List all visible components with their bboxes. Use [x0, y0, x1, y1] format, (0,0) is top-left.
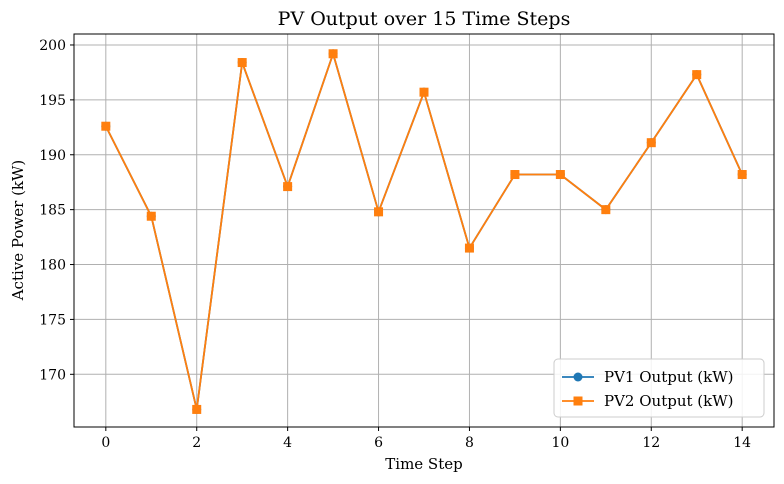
legend-item: PV1 Output (kW) — [562, 368, 734, 386]
y-tick-label: 200 — [39, 38, 66, 54]
y-tick-label: 195 — [39, 93, 66, 109]
data-point — [464, 243, 474, 253]
series-2 — [101, 49, 747, 414]
data-point — [283, 182, 293, 192]
y-tick-label: 175 — [39, 312, 66, 328]
data-point — [601, 205, 611, 215]
legend-marker — [573, 396, 583, 406]
data-point — [646, 138, 656, 148]
data-point — [510, 170, 520, 180]
legend-label: PV2 Output (kW) — [604, 392, 734, 410]
data-point — [146, 211, 156, 221]
data-point — [555, 170, 565, 180]
data-point — [374, 207, 384, 217]
y-axis-label: Active Power (kW) — [9, 160, 27, 302]
legend-label: PV1 Output (kW) — [604, 368, 734, 386]
data-point — [419, 87, 429, 97]
x-tick-label: 14 — [733, 435, 751, 451]
legend-marker — [573, 372, 583, 382]
data-point — [737, 170, 747, 180]
y-tick-label: 190 — [39, 148, 66, 164]
x-tick-label: 0 — [101, 435, 110, 451]
x-tick-label: 8 — [465, 435, 474, 451]
data-point — [237, 58, 247, 68]
y-tick-label: 185 — [39, 203, 66, 219]
series-layer — [101, 49, 747, 414]
x-tick-label: 10 — [551, 435, 569, 451]
legend-item: PV2 Output (kW) — [562, 392, 734, 410]
y-axis-ticks: 170 175 180 185 190 195 200 — [39, 38, 74, 383]
legend-box — [553, 358, 765, 418]
data-point — [328, 49, 338, 59]
legend: PV1 Output (kW) PV2 Output (kW) — [553, 358, 765, 418]
series-line — [105, 50, 744, 410]
x-tick-label: 6 — [374, 435, 383, 451]
x-axis-ticks: 0 2 4 6 8 10 12 14 — [101, 427, 751, 451]
x-axis-label: Time Step — [385, 455, 462, 473]
chart-title: PV Output over 15 Time Steps — [278, 8, 571, 30]
series-line — [105, 50, 744, 410]
x-tick-label: 4 — [283, 435, 292, 451]
plot-frame — [73, 33, 775, 428]
data-point — [101, 121, 111, 131]
x-tick-label: 12 — [642, 435, 660, 451]
y-tick-label: 180 — [39, 258, 66, 274]
y-tick-label: 170 — [39, 367, 66, 383]
data-point — [192, 404, 202, 414]
data-point — [692, 70, 702, 80]
x-tick-label: 2 — [192, 435, 201, 451]
